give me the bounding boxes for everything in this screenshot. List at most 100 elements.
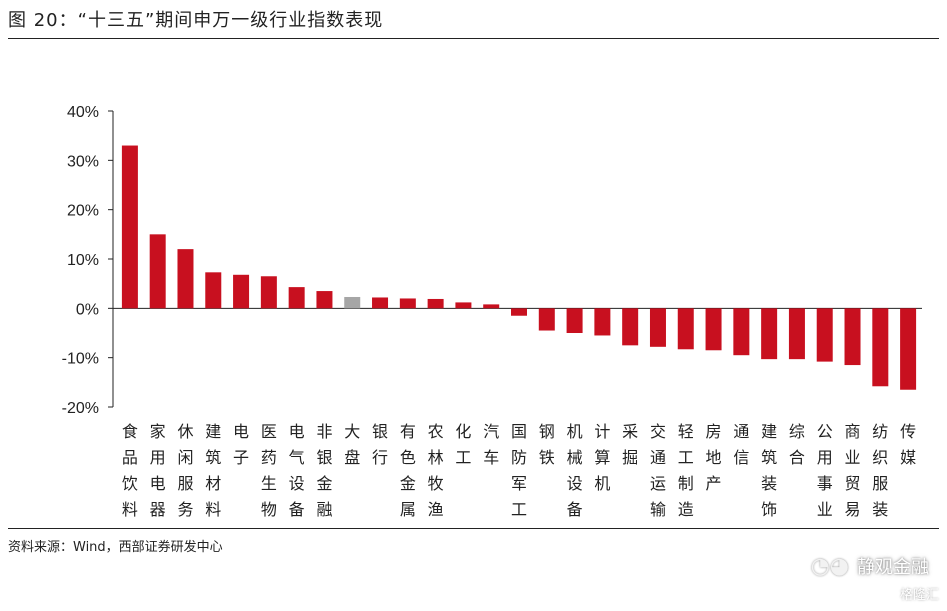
y-tick-label: 20% [67, 203, 99, 220]
category-label: 务 [177, 500, 193, 519]
category-label: 事 [817, 474, 833, 493]
category-label: 备 [289, 500, 305, 519]
category-label: 服 [872, 474, 888, 493]
bottom-rule [8, 528, 939, 529]
bar [205, 272, 222, 309]
category-label: 纺 [872, 422, 888, 441]
category-label: 防 [511, 448, 527, 467]
category-label: 地 [706, 448, 722, 467]
bar [121, 145, 138, 309]
category-label: 闲 [177, 448, 193, 467]
bar [788, 308, 805, 360]
category-label: 筑 [205, 448, 221, 467]
category-label: 产 [706, 474, 722, 493]
category-label: 气 [289, 448, 305, 467]
bar [316, 291, 333, 309]
category-label: 饮 [122, 474, 138, 493]
category-label: 化 [455, 422, 471, 441]
category-label: 易 [845, 500, 861, 519]
bar [733, 308, 750, 356]
category-label: 筑 [761, 448, 777, 467]
category-label: 料 [122, 500, 138, 519]
category-label: 材 [205, 474, 221, 493]
bar [177, 249, 194, 309]
category-label: 装 [872, 500, 888, 519]
category-label: 料 [205, 500, 221, 519]
category-label: 采 [622, 422, 638, 441]
category-label: 通 [733, 422, 749, 441]
bar [872, 308, 889, 387]
category-label: 钢 [539, 422, 555, 441]
bar [233, 274, 250, 309]
category-label: 服 [177, 474, 193, 493]
bar [900, 308, 917, 390]
category-label: 用 [150, 448, 166, 467]
category-label: 织 [872, 448, 888, 467]
category-label: 生 [261, 474, 277, 493]
category-label: 车 [483, 448, 499, 467]
category-label: 算 [594, 448, 610, 467]
category-label: 器 [150, 500, 166, 519]
category-label: 电 [150, 474, 166, 493]
category-label: 械 [567, 448, 583, 467]
category-label: 大 [344, 422, 360, 441]
bar [816, 308, 833, 362]
category-label: 工 [455, 448, 471, 467]
category-label: 公 [817, 422, 833, 441]
category-label: 银 [316, 448, 332, 467]
category-label: 林 [428, 448, 444, 467]
top-rule [8, 38, 939, 39]
category-label: 家 [150, 422, 166, 441]
y-tick-label: 40% [67, 104, 99, 121]
category-label: 休 [177, 422, 193, 441]
y-tick-label: 10% [67, 252, 99, 269]
category-label: 业 [845, 448, 861, 467]
category-label: 铁 [539, 448, 555, 467]
category-label: 建 [761, 422, 777, 441]
y-tick-label: 0% [76, 301, 99, 318]
category-label: 电 [289, 422, 305, 441]
bar [483, 304, 500, 309]
bar [260, 276, 277, 309]
bar [344, 296, 361, 309]
category-label: 造 [678, 500, 694, 519]
watermark-text: 静观金融 [857, 557, 929, 578]
category-label: 通 [650, 448, 666, 467]
category-label: 非 [316, 422, 332, 441]
category-label: 装 [761, 474, 777, 493]
category-label: 行 [372, 448, 388, 467]
category-label: 商 [845, 422, 861, 441]
category-label: 饰 [761, 500, 777, 519]
category-label: 综 [789, 422, 805, 441]
category-label: 银 [372, 422, 388, 441]
bar [677, 308, 694, 350]
category-label: 运 [650, 474, 666, 493]
category-label: 渔 [428, 500, 444, 519]
category-label: 交 [650, 422, 666, 441]
category-label: 金 [316, 474, 332, 493]
bar [427, 298, 444, 309]
bar-chart: 40%30%20%10%0%-10%-20%食品饮料家用电器休闲服务建筑材料电子… [62, 104, 922, 519]
category-label: 物 [261, 500, 277, 519]
bar [705, 308, 722, 351]
category-label: 媒 [900, 448, 916, 467]
category-label: 轻 [678, 422, 694, 441]
category-label: 合 [789, 448, 805, 467]
category-label: 计 [594, 422, 610, 441]
category-label: 金 [400, 474, 416, 493]
bar [149, 234, 166, 309]
y-tick-label: -10% [62, 351, 99, 368]
category-label: 掘 [622, 448, 638, 467]
category-label: 设 [567, 474, 583, 493]
category-label: 农 [428, 422, 444, 441]
category-label: 有 [400, 422, 416, 441]
bar [511, 308, 527, 316]
wechat-icon: ◔◕ [810, 553, 849, 579]
category-label: 盘 [344, 448, 360, 467]
category-label: 融 [316, 500, 332, 519]
category-label: 牧 [428, 474, 444, 493]
category-label: 子 [233, 448, 249, 467]
category-label: 工 [511, 500, 527, 519]
category-label: 属 [400, 500, 416, 519]
category-label: 国 [511, 422, 527, 441]
